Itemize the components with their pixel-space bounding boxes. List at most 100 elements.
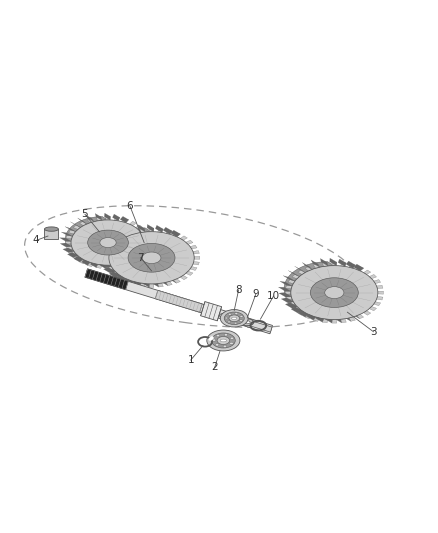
- Ellipse shape: [224, 312, 244, 325]
- Polygon shape: [122, 262, 129, 266]
- Polygon shape: [149, 228, 154, 232]
- Polygon shape: [288, 302, 295, 305]
- Polygon shape: [114, 217, 120, 221]
- Polygon shape: [86, 215, 94, 222]
- Polygon shape: [116, 236, 123, 240]
- Polygon shape: [106, 236, 117, 242]
- Polygon shape: [180, 236, 187, 240]
- Text: 10: 10: [267, 291, 280, 301]
- Polygon shape: [288, 280, 295, 284]
- Polygon shape: [357, 314, 364, 319]
- Polygon shape: [109, 262, 115, 268]
- Text: 6: 6: [127, 200, 133, 211]
- Polygon shape: [144, 236, 150, 239]
- Polygon shape: [364, 311, 371, 315]
- Polygon shape: [377, 296, 383, 300]
- Polygon shape: [349, 264, 355, 268]
- Polygon shape: [60, 243, 71, 247]
- Polygon shape: [120, 216, 129, 223]
- Polygon shape: [173, 279, 180, 283]
- Text: 5: 5: [81, 209, 88, 219]
- Polygon shape: [71, 222, 81, 228]
- Polygon shape: [342, 314, 351, 321]
- Polygon shape: [102, 228, 152, 284]
- Polygon shape: [194, 256, 200, 259]
- Polygon shape: [166, 281, 172, 286]
- Polygon shape: [106, 216, 110, 220]
- Polygon shape: [103, 268, 115, 273]
- Text: 9: 9: [253, 289, 259, 299]
- Text: 2: 2: [212, 362, 218, 373]
- Ellipse shape: [228, 313, 231, 315]
- Polygon shape: [279, 293, 291, 297]
- Ellipse shape: [230, 337, 234, 340]
- Ellipse shape: [311, 278, 358, 308]
- Polygon shape: [145, 241, 151, 244]
- Polygon shape: [95, 214, 102, 220]
- Polygon shape: [320, 259, 328, 266]
- Polygon shape: [85, 269, 128, 289]
- Polygon shape: [66, 246, 72, 250]
- Polygon shape: [106, 245, 113, 249]
- Polygon shape: [122, 219, 129, 223]
- Ellipse shape: [45, 227, 58, 231]
- Polygon shape: [65, 216, 108, 265]
- Polygon shape: [341, 319, 346, 323]
- Polygon shape: [338, 259, 346, 266]
- Polygon shape: [330, 258, 337, 265]
- Polygon shape: [155, 290, 202, 312]
- Polygon shape: [117, 260, 124, 266]
- Polygon shape: [288, 270, 300, 277]
- Polygon shape: [298, 310, 308, 317]
- Polygon shape: [144, 246, 150, 250]
- Polygon shape: [151, 280, 159, 287]
- Polygon shape: [45, 229, 58, 239]
- Polygon shape: [136, 225, 143, 230]
- Polygon shape: [311, 260, 320, 267]
- Polygon shape: [109, 271, 120, 278]
- Ellipse shape: [223, 345, 227, 348]
- Polygon shape: [279, 287, 291, 292]
- Ellipse shape: [325, 287, 344, 298]
- Polygon shape: [163, 227, 172, 234]
- Polygon shape: [186, 271, 193, 276]
- Polygon shape: [158, 229, 163, 232]
- Text: 7: 7: [138, 253, 144, 263]
- Ellipse shape: [232, 317, 237, 319]
- Polygon shape: [302, 262, 312, 270]
- Polygon shape: [281, 298, 293, 303]
- Polygon shape: [374, 302, 381, 305]
- Polygon shape: [116, 276, 123, 280]
- Polygon shape: [313, 264, 320, 268]
- Polygon shape: [286, 303, 297, 308]
- Ellipse shape: [230, 342, 233, 344]
- Polygon shape: [369, 306, 377, 311]
- Polygon shape: [180, 276, 187, 280]
- Polygon shape: [201, 302, 222, 321]
- Polygon shape: [349, 317, 355, 321]
- Polygon shape: [332, 262, 337, 265]
- Polygon shape: [173, 232, 180, 237]
- Ellipse shape: [225, 317, 228, 319]
- Polygon shape: [316, 315, 324, 322]
- Ellipse shape: [240, 316, 243, 317]
- Polygon shape: [97, 253, 109, 256]
- Polygon shape: [377, 285, 383, 289]
- Polygon shape: [61, 232, 72, 236]
- Polygon shape: [141, 230, 148, 234]
- Ellipse shape: [212, 339, 216, 341]
- Text: 8: 8: [235, 285, 242, 295]
- Text: 1: 1: [187, 355, 194, 365]
- Ellipse shape: [224, 334, 228, 336]
- Polygon shape: [353, 264, 364, 271]
- Ellipse shape: [219, 313, 231, 318]
- Polygon shape: [346, 261, 355, 268]
- Polygon shape: [286, 285, 292, 289]
- Polygon shape: [101, 241, 113, 247]
- Polygon shape: [88, 219, 94, 223]
- Polygon shape: [170, 230, 180, 237]
- Polygon shape: [120, 229, 130, 236]
- Polygon shape: [140, 229, 145, 232]
- Polygon shape: [116, 275, 126, 281]
- Polygon shape: [305, 314, 312, 319]
